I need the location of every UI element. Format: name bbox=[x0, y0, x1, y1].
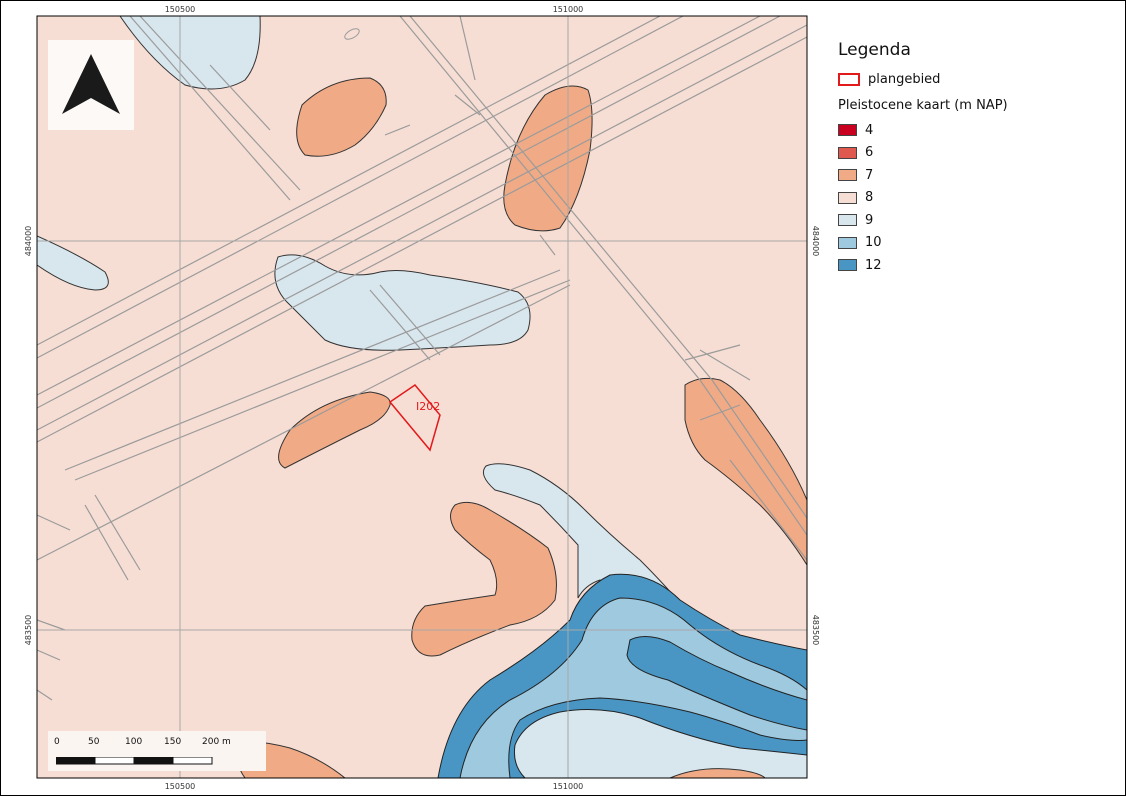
legend-class-label: 10 bbox=[865, 235, 882, 251]
grid-label-x-bottom-2: 151000 bbox=[553, 782, 584, 791]
scale-bar: 0 50 100 150 200 m bbox=[48, 731, 266, 771]
legend-swatch bbox=[838, 146, 857, 159]
legend-swatch bbox=[838, 124, 857, 137]
legend-class-label: 4 bbox=[865, 122, 874, 138]
legend-swatch bbox=[838, 236, 857, 249]
plangebied-swatch bbox=[838, 72, 860, 86]
legend-swatch bbox=[838, 169, 857, 182]
grid-label-x-top-2: 151000 bbox=[553, 5, 584, 14]
legend-item-class: 7 bbox=[838, 164, 1118, 187]
scale-label-100: 100 bbox=[125, 737, 143, 747]
grid-label-y-left-1: 484000 bbox=[24, 226, 33, 257]
scale-label-50: 50 bbox=[88, 737, 100, 747]
legend-class-label: 12 bbox=[865, 257, 882, 273]
legend-class-label: 8 bbox=[865, 190, 874, 206]
scale-label-200: 200 m bbox=[202, 737, 231, 747]
elevation-class-7-areas bbox=[236, 77, 807, 778]
legend-classes: 4 6 7 8 9 10 12 bbox=[838, 119, 1118, 277]
grid-label-x-bottom-1: 150500 bbox=[165, 782, 196, 791]
legend-class-label: 9 bbox=[865, 212, 874, 228]
road-network bbox=[37, 16, 807, 701]
legend: Legenda plangebied Pleistocene kaart (m … bbox=[838, 40, 1118, 277]
north-arrow-box bbox=[48, 40, 134, 130]
legend-swatch bbox=[838, 259, 857, 272]
north-arrow-icon bbox=[62, 54, 120, 114]
legend-item-plangebied: plangebied bbox=[838, 68, 1118, 90]
scale-label-0: 0 bbox=[54, 737, 60, 747]
legend-swatch bbox=[838, 214, 857, 227]
legend-item-class: 10 bbox=[838, 232, 1118, 255]
grid-label-y-left-2: 483500 bbox=[24, 615, 33, 646]
legend-plangebied-label: plangebied bbox=[868, 71, 941, 87]
grid-label-y-right-2: 483500 bbox=[811, 615, 820, 646]
legend-class-label: 6 bbox=[865, 145, 874, 161]
grid-label-x-top-1: 150500 bbox=[165, 5, 196, 14]
legend-class-label: 7 bbox=[865, 167, 874, 183]
elevation-class-10-areas bbox=[459, 597, 807, 778]
plangebied-label: I202 bbox=[416, 400, 440, 413]
scale-bar-segments bbox=[56, 757, 213, 765]
coordinate-grid bbox=[37, 16, 807, 778]
map-border bbox=[36, 15, 808, 779]
legend-swatch bbox=[838, 191, 857, 204]
legend-item-class: 12 bbox=[838, 254, 1118, 277]
elevation-class-12-inner bbox=[626, 636, 807, 731]
legend-section-title: Pleistocene kaart (m NAP) bbox=[838, 98, 1008, 113]
grid-label-y-right-1: 484000 bbox=[811, 226, 820, 257]
legend-item-class: 4 bbox=[838, 119, 1118, 142]
scale-label-150: 150 bbox=[164, 737, 182, 747]
legend-title: Legenda bbox=[838, 40, 911, 60]
plangebied-area[interactable]: I202 bbox=[388, 383, 441, 452]
legend-item-class: 8 bbox=[838, 187, 1118, 210]
legend-item-class: 6 bbox=[838, 142, 1118, 165]
legend-item-class: 9 bbox=[838, 209, 1118, 232]
pond-feature bbox=[344, 28, 360, 40]
